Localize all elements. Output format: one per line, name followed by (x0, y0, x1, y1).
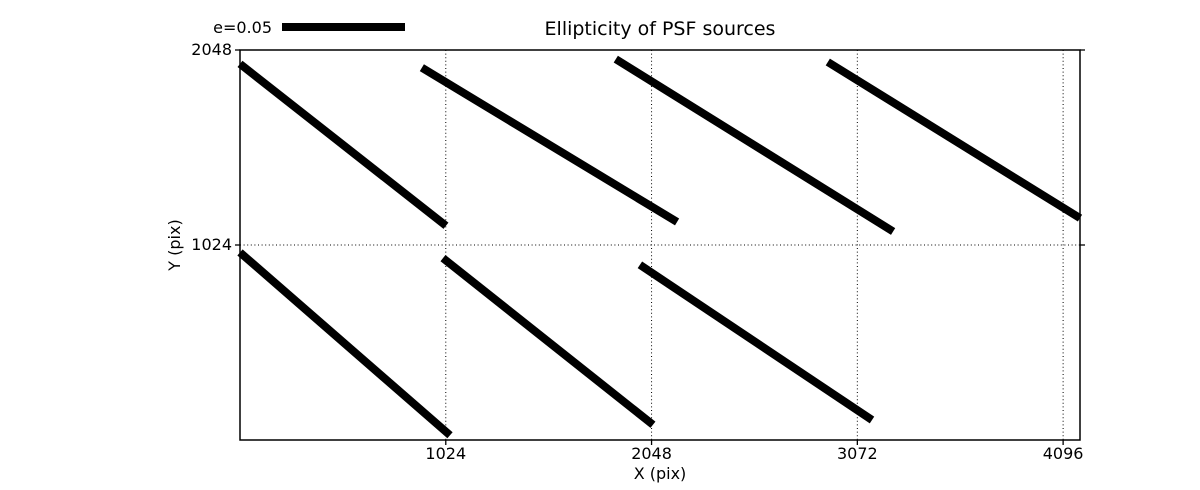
axes-frame (239, 49, 1081, 441)
x-tick-label: 4096 (1042, 444, 1084, 463)
legend-swatch (282, 23, 405, 31)
x-axis-label: X (pix) (633, 464, 687, 483)
ellipticity-whisker (637, 261, 875, 424)
plot-area (235, 49, 1085, 445)
x-tick-label: 1024 (425, 444, 467, 463)
x-tick-label: 3072 (836, 444, 878, 463)
y-tick-label: 2048 (191, 40, 232, 59)
ellipticity-whisker (613, 55, 896, 235)
ellipticity-whisker (237, 60, 449, 229)
ellipticity-whisker (419, 64, 680, 226)
ellipticity-whisker (237, 249, 453, 439)
y-tick-label: 1024 (191, 235, 232, 254)
ellipticity-whisker (440, 255, 656, 428)
ellipticity-whisker (825, 58, 1083, 222)
chart-title: Ellipticity of PSF sources (544, 18, 776, 40)
x-tick-label: 2048 (631, 444, 672, 463)
legend-label: e=0.05 (213, 18, 272, 37)
